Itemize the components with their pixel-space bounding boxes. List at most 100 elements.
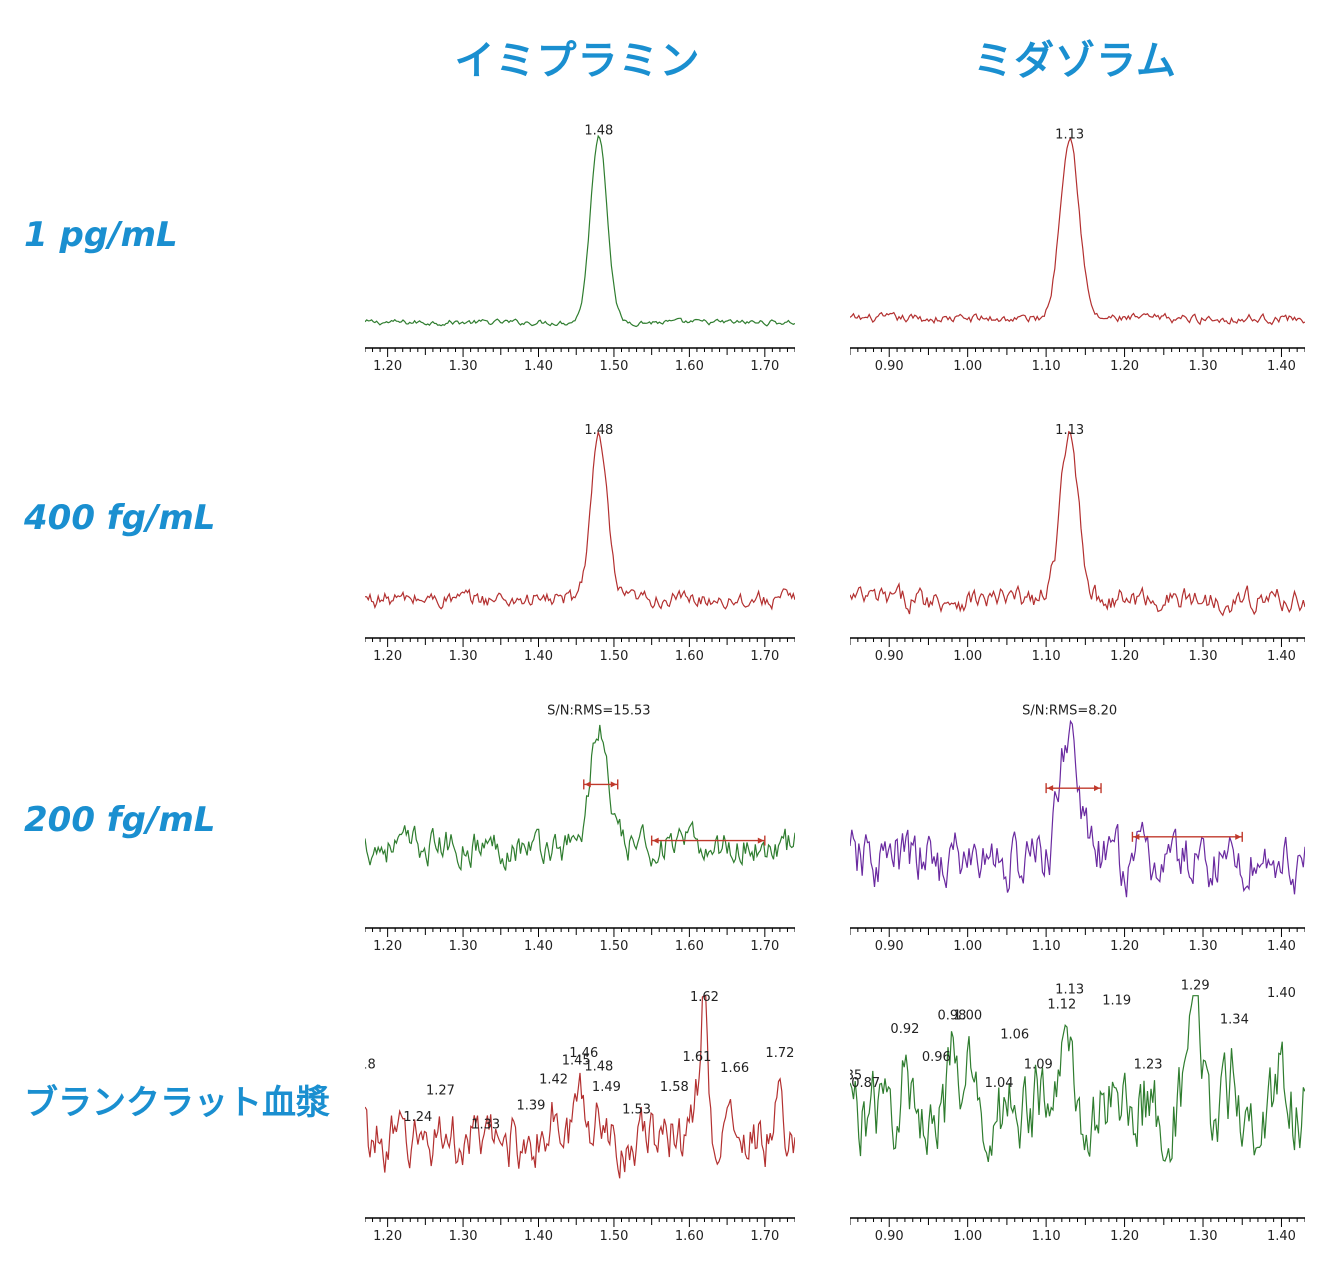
row-label-1pg: 1 pg/mL	[24, 215, 178, 255]
peak-label: 0.92	[890, 1022, 919, 1037]
peak-label: 1.12	[1047, 997, 1076, 1012]
peak-label: 1.29	[1181, 979, 1210, 994]
x-tick-label: 1.10	[1032, 939, 1061, 954]
peak-label: 1.40	[1267, 986, 1296, 1001]
peak-label: S/N:RMS=15.53	[547, 704, 650, 719]
peak-label: 1.13	[1055, 127, 1084, 142]
peak-label: 1.18	[365, 1057, 376, 1072]
x-tick-label: 1.30	[1189, 939, 1218, 954]
x-tick-label: 1.40	[524, 359, 553, 374]
chart-imipramine-blank: 1.18 1.24 1.27 1.33 1.39 1.42 1.451.461.48 1.49…	[365, 990, 795, 1244]
x-tick-label: 1.10	[1032, 359, 1061, 374]
chromatogram-trace	[365, 724, 795, 872]
peak-label: 1.48	[584, 124, 613, 139]
x-tick-label: 1.30	[449, 939, 478, 954]
x-tick-label: 1.40	[1267, 939, 1296, 954]
row-label-400fg: 400 fg/mL	[24, 498, 216, 538]
x-tick-label: 1.30	[1189, 649, 1218, 664]
peak-label: 1.61	[682, 1050, 711, 1065]
x-tick-label: 1.20	[373, 359, 402, 374]
x-tick-label: 1.10	[1032, 1229, 1061, 1244]
peak-label: 1.04	[985, 1076, 1014, 1091]
chart-imipramine-1pg: 1.48 1.20 1.30 1.40 1.50 1.60 1.70	[365, 124, 795, 374]
chromatogram-trace	[365, 134, 795, 328]
peak-label: 1.39	[516, 1099, 545, 1114]
x-axis: 0.90 1.00 1.10 1.20 1.30 1.40	[850, 637, 1305, 664]
x-axis: 0.90 1.00 1.10 1.20 1.30 1.40	[850, 347, 1305, 374]
peak-label: 1.53	[622, 1102, 651, 1117]
x-tick-label: 1.70	[750, 649, 779, 664]
chromatogram-trace	[365, 995, 795, 1179]
x-tick-label: 1.60	[675, 939, 704, 954]
x-tick-label: 1.50	[599, 939, 628, 954]
x-axis: 1.20 1.30 1.40 1.50 1.60 1.70	[365, 1217, 795, 1244]
x-tick-label: 1.40	[1267, 359, 1296, 374]
noise-range-marker	[583, 779, 619, 790]
chromatogram-trace	[850, 430, 1305, 617]
peak-label: 1.13	[1055, 982, 1084, 997]
x-tick-label: 1.20	[1110, 939, 1139, 954]
x-axis: 1.20 1.30 1.40 1.50 1.60 1.70	[365, 637, 795, 664]
peak-label: 1.27	[426, 1084, 455, 1099]
x-tick-label: 1.20	[1110, 359, 1139, 374]
chromatogram-trace	[850, 995, 1305, 1164]
x-axis: 1.20 1.30 1.40 1.50 1.60 1.70	[365, 347, 795, 374]
x-tick-label: 1.20	[373, 939, 402, 954]
x-tick-label: 1.40	[524, 939, 553, 954]
noise-range-marker	[650, 835, 766, 846]
peak-label: 0.96	[922, 1050, 951, 1065]
peak-label: 1.48	[584, 423, 613, 438]
chart-imipramine-200fg: S/N:RMS=15.53 1.20 1.30 1.40 1.50 1.60 1.70	[365, 704, 795, 954]
peak-label: 1.66	[720, 1061, 749, 1076]
x-tick-label: 1.00	[953, 939, 982, 954]
peak-label: 1.49	[592, 1080, 621, 1095]
x-tick-label: 1.30	[1189, 1229, 1218, 1244]
column-title-imipramine: イミプラミン	[454, 38, 701, 84]
chart-imipramine-400fg: 1.48 1.20 1.30 1.40 1.50 1.60 1.70	[365, 423, 795, 664]
x-axis: 0.90 1.00 1.10 1.20 1.30 1.40	[850, 927, 1305, 954]
x-tick-label: 1.60	[675, 649, 704, 664]
column-title-midazolam: ミダゾラム	[973, 38, 1177, 84]
x-tick-label: 1.60	[675, 359, 704, 374]
peak-label: 1.00	[953, 1009, 982, 1024]
x-tick-label: 1.20	[373, 1229, 402, 1244]
x-tick-label: 1.00	[953, 359, 982, 374]
x-tick-label: 1.20	[373, 649, 402, 664]
x-tick-label: 1.30	[449, 1229, 478, 1244]
row-label-200fg: 200 fg/mL	[24, 800, 216, 840]
x-axis: 1.20 1.30 1.40 1.50 1.60 1.70	[365, 927, 795, 954]
peak-label: 85	[850, 1069, 862, 1084]
peak-label: 0.98	[938, 1009, 967, 1024]
chromatogram-trace	[365, 429, 795, 611]
x-tick-label: 0.90	[875, 939, 904, 954]
x-tick-label: 1.20	[1110, 649, 1139, 664]
peak-label: 0.87	[851, 1076, 880, 1091]
peak-label: 1.33	[471, 1117, 500, 1132]
x-tick-label: 1.70	[750, 939, 779, 954]
peak-label: 1.23	[1134, 1057, 1163, 1072]
peak-label: 1.62	[690, 990, 719, 1005]
peak-label: 1.42	[539, 1072, 568, 1087]
peak-label: 1.45	[562, 1054, 591, 1069]
chart-midazolam-blank: 850.870.920.960.981.001.041.061.091.121.…	[850, 979, 1305, 1244]
peak-label: 1.72	[765, 1046, 794, 1061]
peak-label: 1.09	[1024, 1057, 1053, 1072]
x-tick-label: 1.30	[1189, 359, 1218, 374]
x-tick-label: 1.50	[599, 649, 628, 664]
x-tick-label: 1.40	[1267, 649, 1296, 664]
x-tick-label: 1.70	[750, 359, 779, 374]
row-label-blank-plasma: ブランクラット血漿	[24, 1083, 330, 1123]
noise-range-marker	[1045, 783, 1102, 794]
peak-label: 1.06	[1000, 1027, 1029, 1042]
x-tick-label: 1.00	[953, 649, 982, 664]
x-tick-label: 0.90	[875, 1229, 904, 1244]
x-tick-label: 1.70	[750, 1229, 779, 1244]
chart-midazolam-200fg: S/N:RMS=8.20 0.90 1.00 1.10 1.20 1.30 1.40	[850, 704, 1305, 954]
chart-midazolam-400fg: 1.13 0.90 1.00 1.10 1.20 1.30 1.40	[850, 423, 1305, 664]
x-tick-label: 1.00	[953, 1229, 982, 1244]
noise-range-marker	[1131, 831, 1243, 842]
x-tick-label: 1.40	[524, 649, 553, 664]
x-tick-label: 1.30	[449, 359, 478, 374]
x-tick-label: 1.40	[1267, 1229, 1296, 1244]
peak-label: 1.19	[1102, 994, 1131, 1009]
